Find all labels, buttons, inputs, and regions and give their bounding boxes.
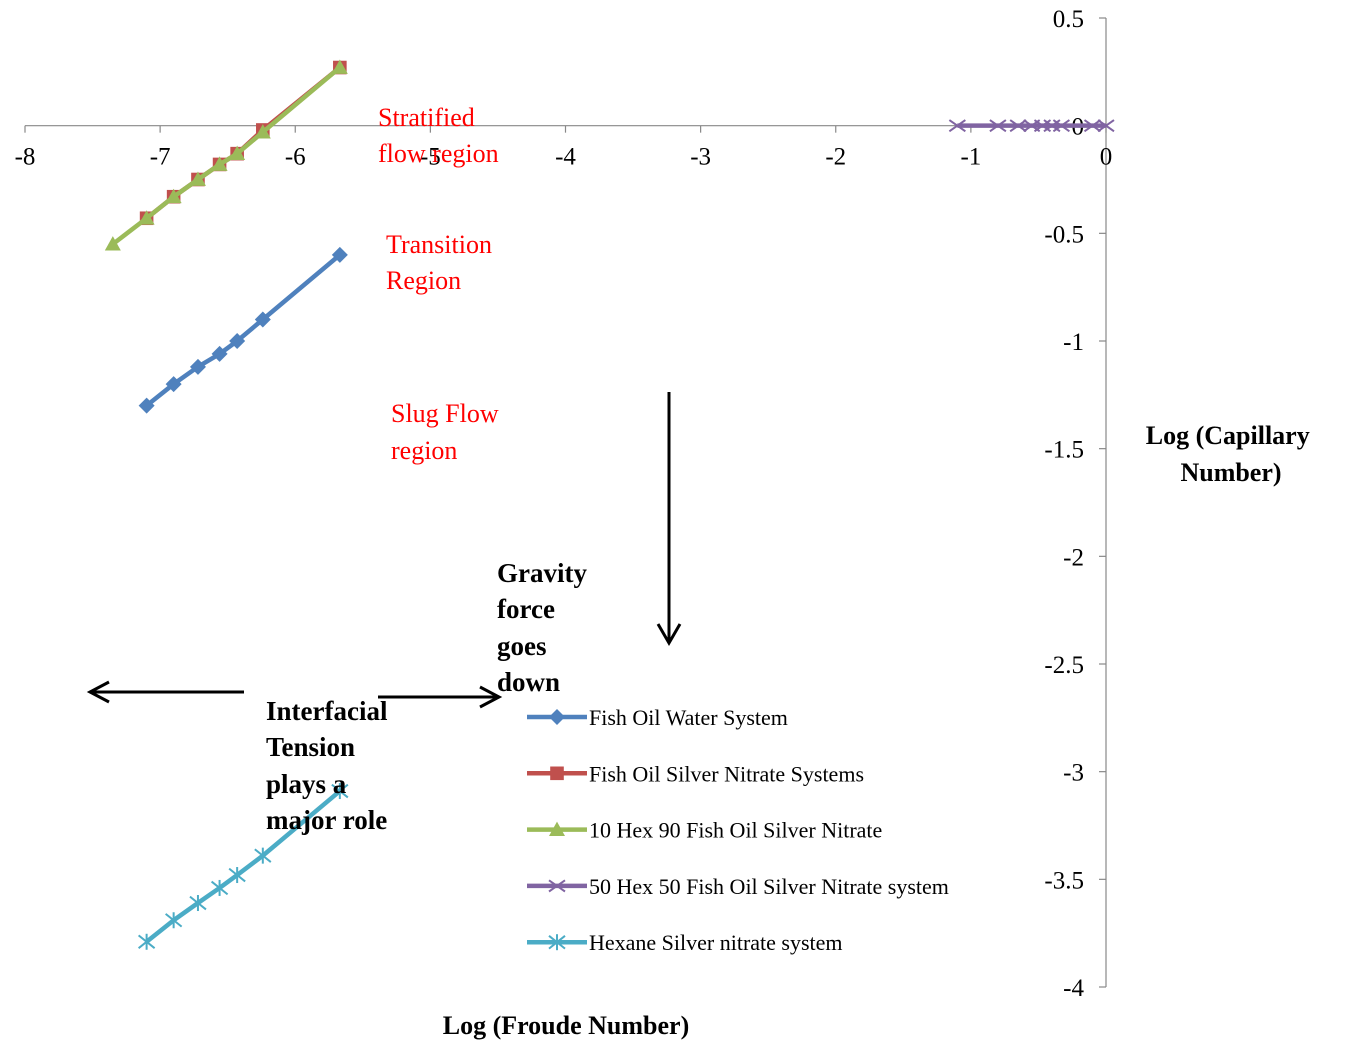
y-axis-title: Log (Capillary Number) — [1146, 421, 1316, 487]
x-tick-label: -5 — [420, 144, 441, 171]
x-tick-label: -4 — [555, 144, 576, 171]
data-point — [1009, 119, 1027, 133]
series-layer — [104, 59, 1115, 950]
data-point — [948, 119, 966, 133]
legend-item: Fish Oil Water System — [527, 705, 788, 730]
data-point — [229, 145, 246, 161]
legend-marker — [550, 766, 564, 781]
annotation-transition-line-1: Transition — [386, 230, 492, 259]
x-tick-label: -2 — [825, 144, 846, 171]
annotation-stratified-line-2: flow region — [378, 139, 499, 168]
data-point — [1083, 119, 1102, 133]
y-tick-label: -2.5 — [1044, 652, 1084, 679]
legend-label: Fish Oil Water System — [589, 705, 788, 730]
annotation-gravity: Gravity force goes down — [497, 558, 594, 697]
legend-marker — [548, 879, 566, 893]
y-tick-label: -1.5 — [1044, 437, 1084, 464]
y-tick-label: -3.5 — [1044, 867, 1084, 894]
legend-label: Hexane Silver nitrate system — [589, 930, 843, 955]
x-tick-label: -7 — [150, 144, 171, 171]
x-tick-label: -1 — [960, 144, 981, 171]
series-4 — [948, 119, 1115, 133]
legend-marker — [549, 709, 565, 725]
legend-item: Hexane Silver nitrate system — [527, 930, 843, 955]
data-point — [210, 879, 229, 896]
tick-labels: -8 -7 -6 -5 -4 -3 -2 -1 00.50-0.5-1-1.5-2-2.5-3-… — [15, 6, 1113, 1002]
legend-item: Fish Oil Silver Nitrate Systems — [527, 761, 864, 786]
annotation-interfacial-line-2: Tension — [266, 732, 355, 762]
y-tick-label: -2 — [1063, 544, 1084, 571]
data-point — [254, 311, 271, 328]
annotation-interfacial-line-4: major role — [266, 805, 387, 835]
legend-marker — [549, 821, 565, 836]
data-point — [138, 210, 155, 225]
data-point — [229, 333, 246, 349]
annotation-slug: Slug Flow region — [391, 399, 505, 465]
series-3 — [104, 59, 348, 251]
legend-label: 50 Hex 50 Fish Oil Silver Nitrate system — [589, 874, 949, 899]
legend-marker — [548, 934, 566, 951]
x-tick-label: -3 — [690, 144, 711, 171]
annotation-stratified-line-1: Stratified — [378, 103, 475, 132]
data-point — [254, 124, 271, 139]
annotation-gravity-line-1: Gravity — [497, 558, 587, 588]
x-axis-title: Log (Froude Number) — [443, 1011, 690, 1040]
series-5 — [137, 783, 349, 950]
annotation-transition-line-2: Region — [386, 266, 461, 295]
y-tick-label: 0.5 — [1053, 6, 1084, 33]
annotation-slug-line-1: Slug Flow — [391, 399, 499, 428]
left-arrow — [86, 680, 244, 704]
data-point — [331, 59, 348, 74]
data-point — [189, 171, 206, 186]
data-point — [189, 358, 206, 375]
data-point — [989, 119, 1007, 133]
data-point — [1052, 119, 1070, 133]
x-tick-label: -8 — [15, 144, 36, 171]
data-point — [211, 345, 228, 362]
data-point — [165, 376, 182, 393]
data-point — [165, 912, 183, 929]
annotation-slug-line-2: region — [391, 436, 457, 465]
data-point — [228, 867, 246, 884]
y-axis-title-line-2: Number) — [1180, 458, 1281, 487]
y-axis-title-line-1: Log (Capillary — [1146, 421, 1310, 450]
annotation-stratified: Stratified flow region — [378, 103, 499, 168]
gravity-arrow — [656, 392, 682, 646]
annotation-interfacial-line-1: Interfacial — [266, 696, 388, 726]
data-point — [254, 847, 272, 864]
data-point — [1097, 119, 1115, 133]
y-tick-label: -0.5 — [1044, 221, 1084, 248]
annotation-interfacial: Interfacial Tension plays a major role — [266, 696, 394, 835]
data-point — [137, 933, 156, 950]
y-tick-label: -3 — [1063, 760, 1084, 787]
data-point — [331, 783, 349, 800]
annotation-interfacial-line-3: plays a — [266, 769, 347, 799]
legend: Fish Oil Water System Fish Oil Silver Nit… — [527, 705, 949, 955]
legend-item: 50 Hex 50 Fish Oil Silver Nitrate system — [527, 874, 949, 899]
annotation-gravity-line-4: down — [497, 667, 560, 697]
legend-label: 10 Hex 90 Fish Oil Silver Nitrate — [589, 818, 882, 843]
data-point — [189, 895, 207, 912]
annotation-transition: Transition Region — [386, 230, 498, 295]
annotation-gravity-line-3: goes — [497, 631, 547, 661]
y-tick-label: -1 — [1063, 329, 1084, 356]
legend-item: 10 Hex 90 Fish Oil Silver Nitrate — [527, 818, 882, 843]
series-1 — [138, 246, 348, 414]
data-point — [331, 246, 348, 263]
x-tick-label: 0 — [1100, 144, 1113, 171]
data-point — [104, 236, 121, 251]
data-point — [211, 156, 228, 171]
x-tick-label: -6 — [285, 144, 306, 171]
legend-label: Fish Oil Silver Nitrate Systems — [589, 761, 864, 786]
y-tick-label: -4 — [1063, 975, 1084, 1002]
right-arrow — [378, 685, 503, 709]
data-point — [138, 397, 155, 414]
annotation-gravity-line-2: force — [497, 594, 555, 624]
data-point — [165, 188, 182, 204]
